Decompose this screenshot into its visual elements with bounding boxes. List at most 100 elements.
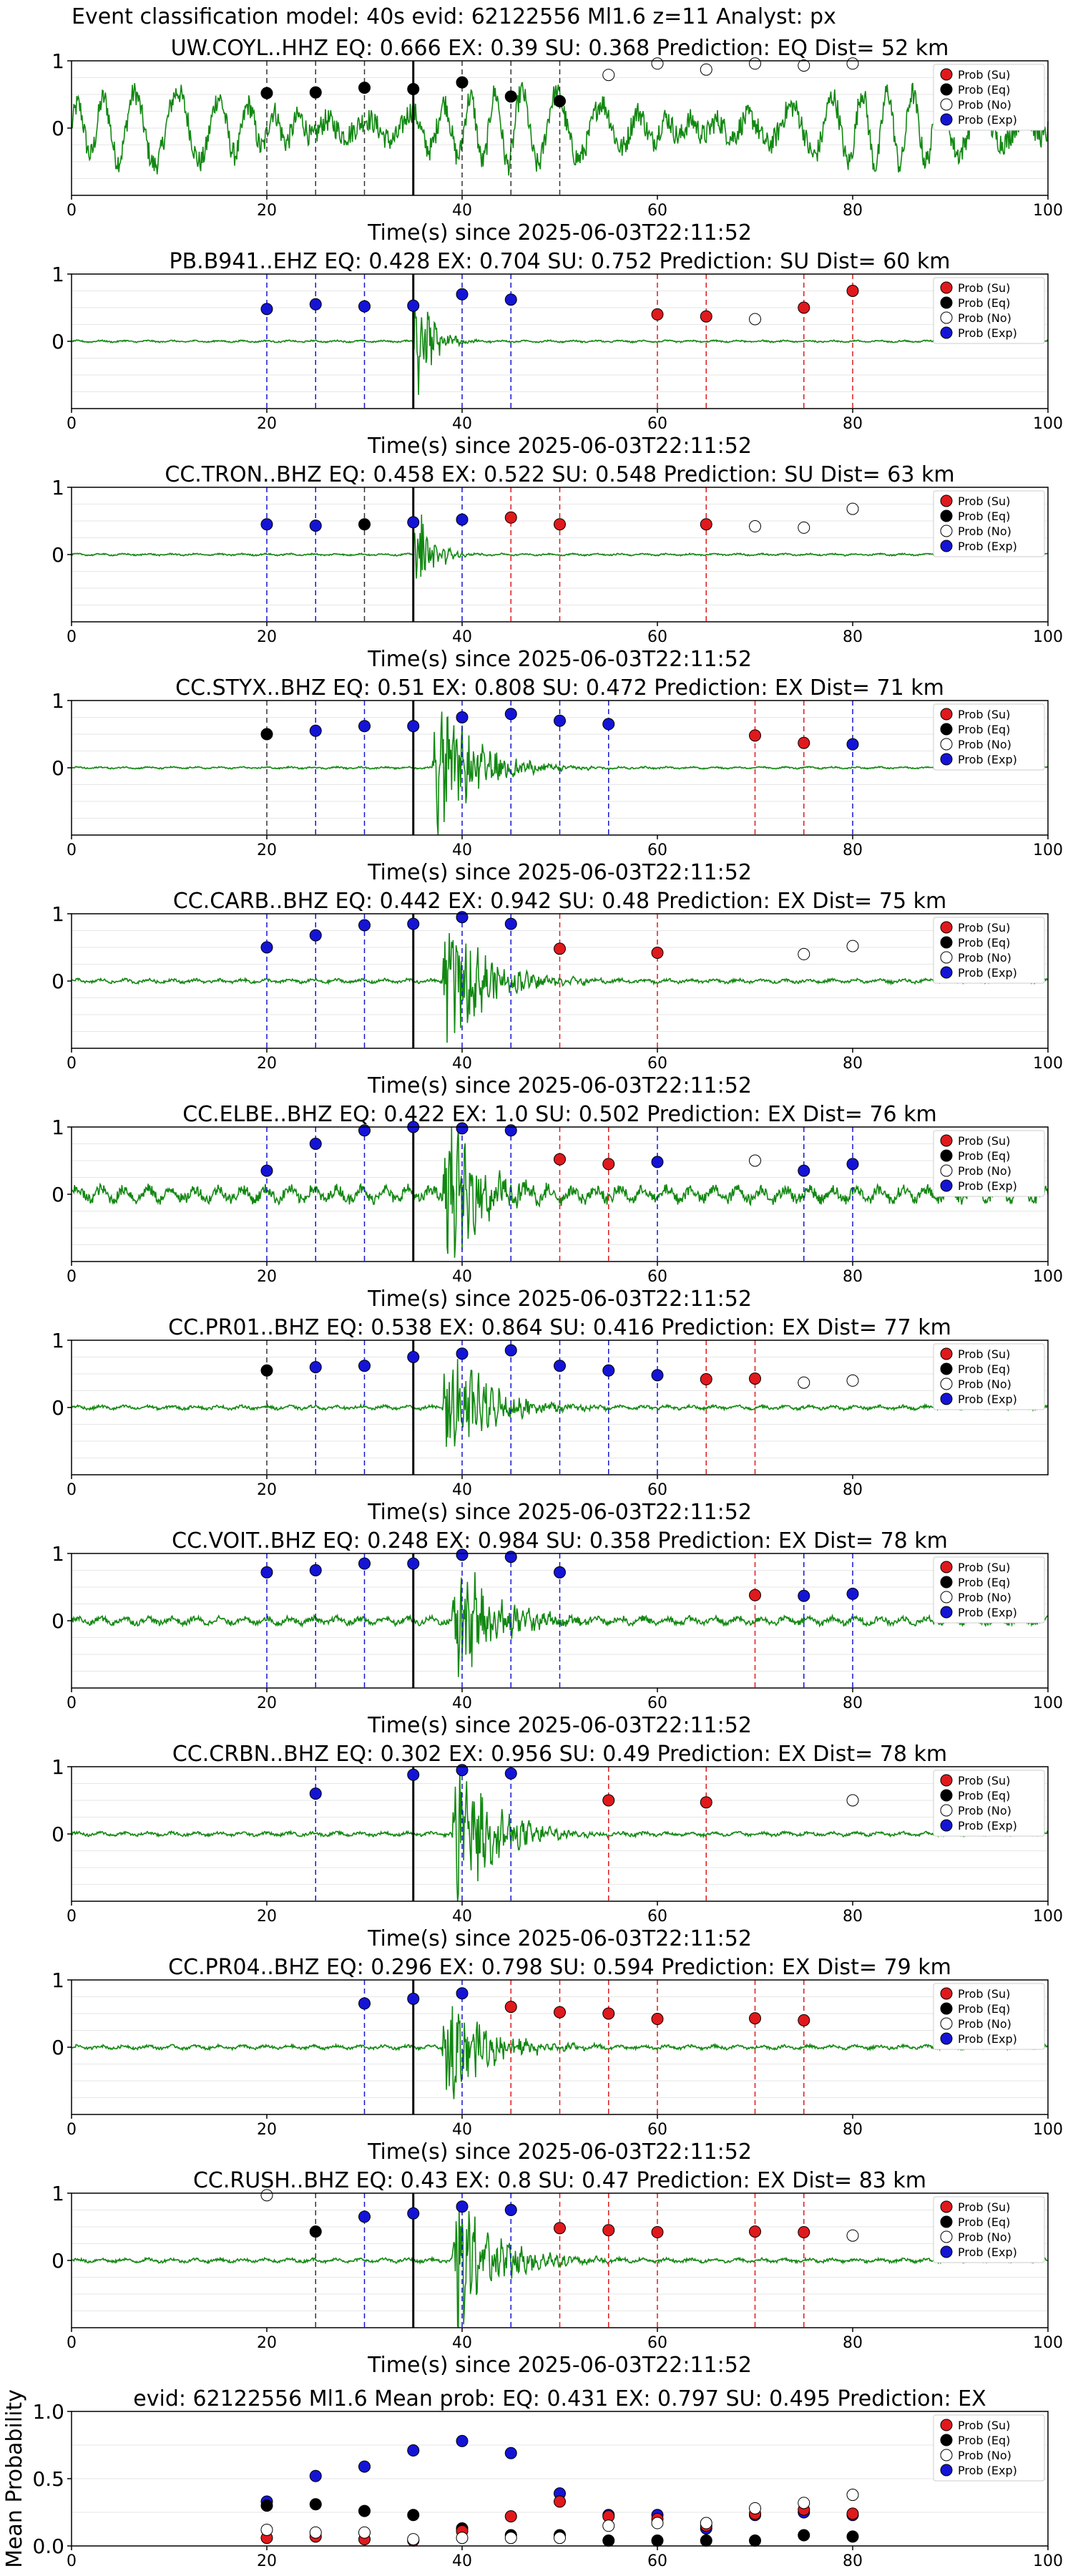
prob-point-su xyxy=(700,1796,712,1809)
prob-point-exp xyxy=(407,720,420,733)
xtick-label: 80 xyxy=(843,1268,863,1286)
xtick-label: 0 xyxy=(67,1268,77,1286)
ytick-label: 0.5 xyxy=(32,2467,64,2491)
xtick-label: 20 xyxy=(257,2552,277,2570)
xtick-label: 0 xyxy=(67,2334,77,2352)
prob-point-exp xyxy=(358,2210,371,2223)
mean-point-su xyxy=(846,2507,859,2520)
ytick-label: 0 xyxy=(52,756,64,780)
prob-point-exp xyxy=(456,1122,469,1135)
prob-point-su xyxy=(749,729,761,742)
prob-point-exp xyxy=(407,1992,420,2005)
legend-label-eq: Prob (Eq) xyxy=(958,723,1010,736)
prob-point-eq xyxy=(309,86,322,99)
prob-point-su xyxy=(554,2006,566,2019)
prob-point-eq xyxy=(504,90,517,103)
xtick-label: 0 xyxy=(67,628,77,646)
legend-box xyxy=(933,1130,1045,1197)
legend-label-su: Prob (Su) xyxy=(958,2200,1010,2214)
prob-point-exp xyxy=(260,1164,273,1177)
prob-point-exp xyxy=(260,303,273,316)
prob-point-exp xyxy=(456,1548,469,1561)
prob-point-exp xyxy=(407,516,420,529)
prob-point-su xyxy=(700,1373,712,1386)
legend-box xyxy=(933,490,1045,557)
panel-CC.ELBE..BHZ: CC.ELBE..BHZ EQ: 0.422 EX: 1.0 SU: 0.502… xyxy=(52,1102,1063,1312)
legend-marker-no xyxy=(940,951,953,964)
legend-label-no: Prob (No) xyxy=(958,2017,1011,2031)
ytick-label: 1 xyxy=(52,1542,64,1566)
legend-label-su: Prob (Su) xyxy=(958,1774,1010,1787)
prob-point-su xyxy=(798,2014,810,2026)
ytick-label: 1 xyxy=(52,476,64,499)
legend-marker-su xyxy=(940,1987,953,2000)
legend-marker-no xyxy=(940,1591,953,1604)
prob-point-eq xyxy=(260,87,273,99)
ytick-label: 0 xyxy=(52,1396,64,1420)
legend-label-eq: Prob (Eq) xyxy=(958,2002,1010,2016)
xtick-label: 0 xyxy=(67,415,77,433)
prob-point-exp xyxy=(504,2204,517,2216)
panel-title: CC.VOIT..BHZ EQ: 0.248 EX: 0.984 SU: 0.3… xyxy=(172,1528,948,1553)
panel-title: CC.STYX..BHZ EQ: 0.51 EX: 0.808 SU: 0.47… xyxy=(175,675,944,701)
prob-point-exp xyxy=(358,1557,371,1570)
prob-point-su xyxy=(798,301,810,314)
x-axis-label: Time(s) since 2025-06-03T22:11:52 xyxy=(367,647,752,672)
prob-point-exp xyxy=(309,1361,322,1374)
legend-label-exp: Prob (Exp) xyxy=(958,753,1017,766)
ytick-label: 0.0 xyxy=(32,2534,64,2558)
legend-marker-no xyxy=(940,525,953,537)
ytick-label: 0 xyxy=(52,2036,64,2059)
xtick-label: 40 xyxy=(452,1055,472,1073)
x-axis-label: Time(s) since 2025-06-03T22:11:52 xyxy=(367,220,752,245)
legend-label-eq: Prob (Eq) xyxy=(958,83,1010,97)
xtick-label: 40 xyxy=(452,2334,472,2352)
xtick-label: 80 xyxy=(843,2121,863,2139)
legend-label-exp: Prob (Exp) xyxy=(958,966,1017,980)
panel-title: CC.CARB..BHZ EQ: 0.442 EX: 0.942 SU: 0.4… xyxy=(173,889,946,914)
legend-label-su: Prob (Su) xyxy=(958,1987,1010,2001)
prob-point-no xyxy=(846,502,859,515)
prob-point-su xyxy=(700,518,712,531)
panel-2-legend: Prob (Su)Prob (Eq) Prob (No) Prob (Exp) xyxy=(933,490,1045,557)
prob-point-exp xyxy=(651,1156,664,1169)
legend-label-no: Prob (No) xyxy=(958,1377,1011,1391)
legend-marker-exp xyxy=(940,113,953,126)
legend-label-no: Prob (No) xyxy=(958,525,1011,538)
panel-3-legend: Prob (Su) Prob (Eq) Prob (No) Prob (Exp) xyxy=(933,703,1045,771)
legend-label-eq: Prob (Eq) xyxy=(958,509,1010,523)
legend-box xyxy=(933,703,1045,771)
legend-box xyxy=(933,1983,1045,2050)
prob-point-exp xyxy=(260,1566,273,1579)
x-axis-label: Time(s) since 2025-06-03T22:11:52 xyxy=(367,1500,752,1525)
ytick-label: 0 xyxy=(52,1183,64,1206)
legend-marker-su xyxy=(940,1561,953,1574)
legend-label-su: Prob (Su) xyxy=(958,68,1010,82)
mean-point-exp xyxy=(407,2444,420,2457)
panel-title: CC.TRON..BHZ EQ: 0.458 EX: 0.522 SU: 0.5… xyxy=(165,462,954,487)
prob-point-exp xyxy=(260,518,273,531)
prob-point-su xyxy=(798,2226,810,2239)
xtick-label: 80 xyxy=(843,202,863,220)
prob-point-exp xyxy=(309,724,322,737)
prob-point-exp xyxy=(407,2207,420,2220)
xtick-label: 60 xyxy=(647,2121,667,2139)
xtick-label: 40 xyxy=(452,1694,472,1712)
prob-point-exp xyxy=(407,1351,420,1363)
prob-point-su xyxy=(700,310,712,323)
prob-point-no xyxy=(798,521,810,534)
prob-point-exp xyxy=(651,1369,664,1382)
xtick-label: 20 xyxy=(257,841,277,859)
legend-box xyxy=(933,64,1045,131)
legend-marker-su xyxy=(940,921,953,934)
legend-label-no: Prob (No) xyxy=(958,1591,1011,1604)
mean-point-eq xyxy=(749,2534,761,2547)
prob-point-exp xyxy=(456,911,469,924)
xtick-label: 40 xyxy=(452,202,472,220)
xtick-label: 100 xyxy=(1033,628,1063,646)
panel-8-legend: Prob (Su) Prob (Eq) Prob (No)Prob (Exp) xyxy=(933,1770,1045,1837)
prob-point-exp xyxy=(358,1997,371,2010)
mean-point-no xyxy=(749,2502,761,2514)
y-axis-label: Mean Probability xyxy=(2,2389,27,2568)
legend-label-exp: Prob (Exp) xyxy=(958,1819,1017,1833)
